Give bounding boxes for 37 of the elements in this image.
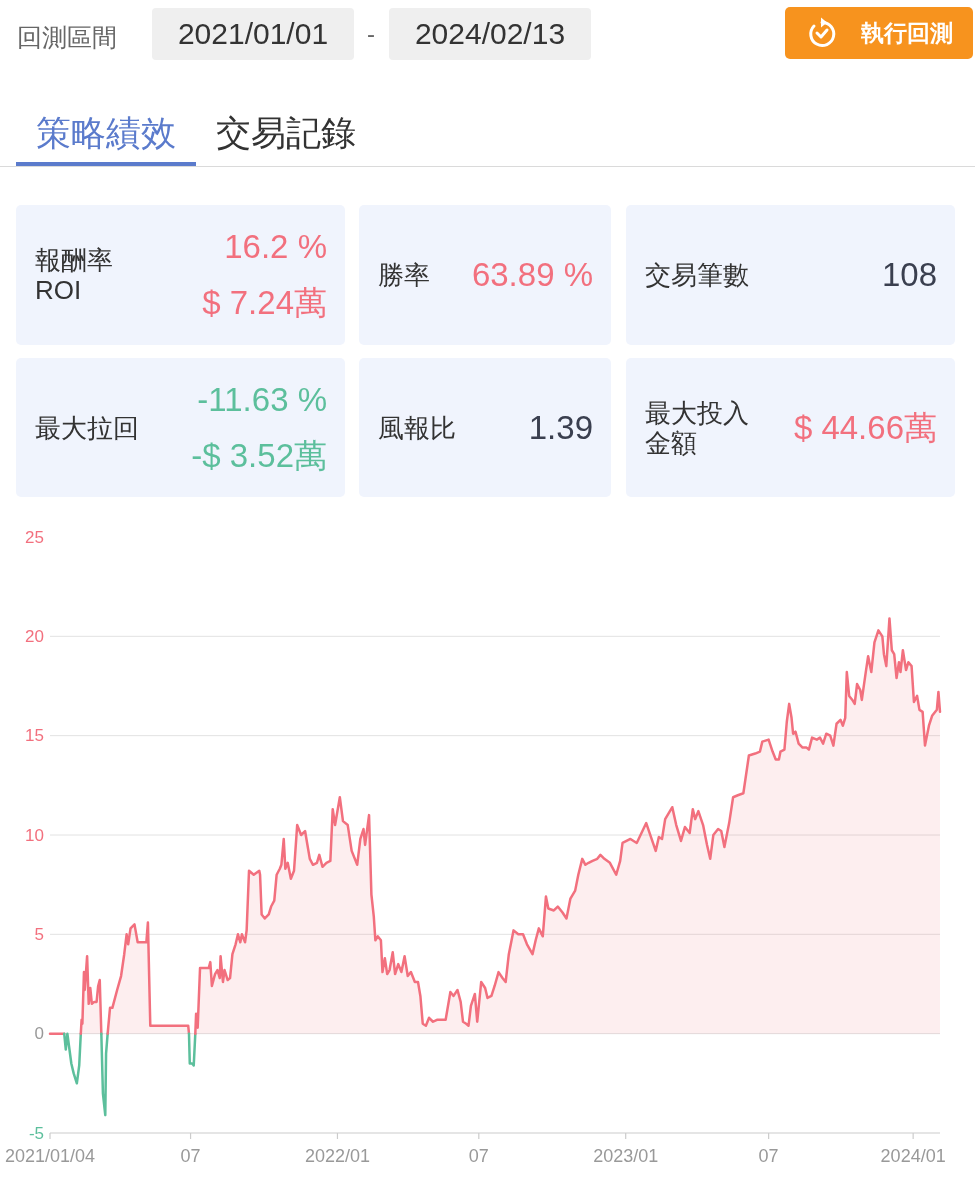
text: 風報比: [378, 412, 456, 443]
y-tick-label: 15: [25, 726, 44, 746]
y-tick-label: 20: [25, 626, 44, 646]
line-series: [62, 1032, 83, 1085]
text: 16.2 %: [224, 227, 327, 267]
y-tick-label: 10: [25, 825, 44, 845]
text: $ 7.24萬: [202, 283, 327, 323]
y-tick-label: 0: [34, 1024, 44, 1044]
text: 1.39: [528, 407, 593, 448]
x-tick-label: 07: [180, 1146, 201, 1166]
text: -: [367, 20, 375, 48]
text: 報酬率 ROI: [35, 245, 113, 305]
x-tick-label: 2024/01: [880, 1146, 946, 1166]
text: $ 44.66萬: [793, 407, 937, 448]
text: -11.63 %: [197, 379, 327, 420]
y-tick-label: 25: [25, 527, 44, 547]
text: 63.89 %: [471, 255, 593, 295]
y-tick-label: 5: [34, 924, 44, 944]
text: 交易筆數: [645, 260, 749, 290]
text: 2021/01/01: [177, 17, 329, 51]
x-tick-label: 2021/01/04: [4, 1146, 96, 1166]
x-tick-label: 07: [758, 1146, 779, 1166]
y-tick-label: -5: [28, 1123, 44, 1143]
text: 最大投入金額: [645, 397, 749, 458]
text: 108: [881, 255, 937, 295]
text: -$ 3.52萬: [191, 435, 327, 476]
text: 執行回測: [861, 18, 953, 48]
x-tick-label: 2022/01: [304, 1146, 370, 1166]
line-series: [100, 1032, 109, 1117]
x-tick-label: 07: [468, 1146, 489, 1166]
text: 交易記錄: [216, 111, 356, 154]
text: 最大拉回: [35, 412, 139, 443]
text: 2024/02/13: [414, 17, 566, 51]
text: 策略績效: [36, 111, 176, 154]
x-tick-label: 2023/01: [593, 1146, 659, 1166]
text: 勝率: [378, 260, 430, 290]
text: 回測區間: [17, 21, 117, 53]
